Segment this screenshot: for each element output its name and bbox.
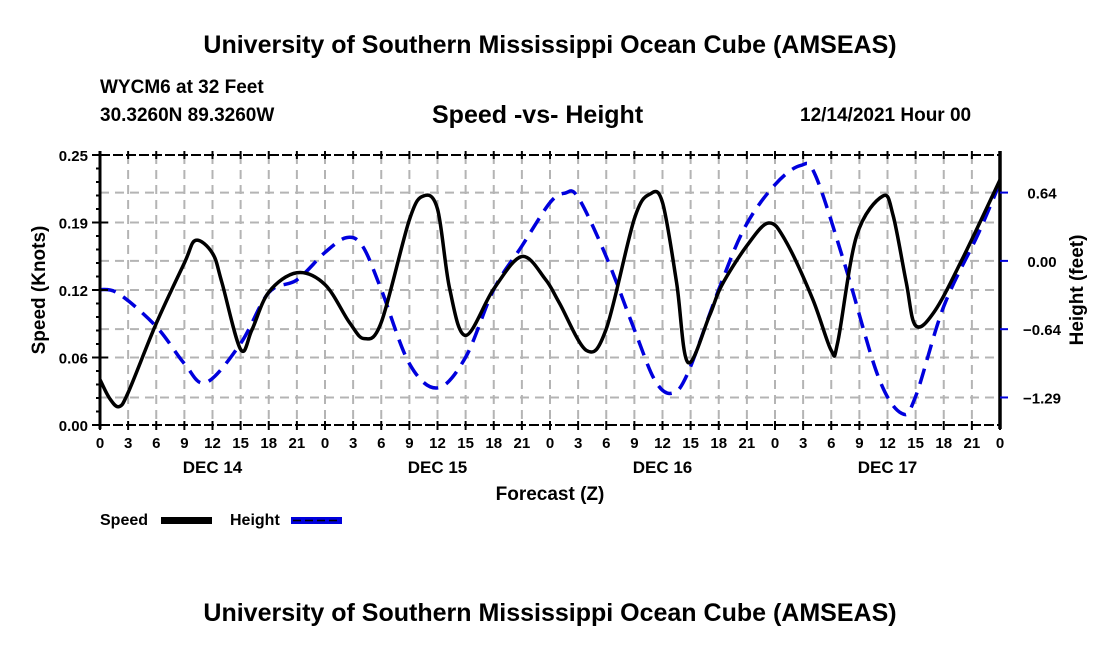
- x-tick-label: 18: [935, 435, 952, 452]
- x-day-label: DEC 15: [408, 458, 468, 477]
- x-tick-label: 12: [204, 435, 221, 452]
- legend-speed-label: Speed: [100, 512, 148, 529]
- x-day-label: DEC 14: [183, 458, 243, 477]
- y-tick-label: 0.19: [59, 216, 88, 233]
- x-tick-label: 15: [907, 435, 924, 452]
- x-tick-label: 6: [152, 435, 160, 452]
- y2-tick-label: 0.00: [1027, 254, 1056, 271]
- legend-speed-swatch: [161, 517, 212, 524]
- y2-tick-label: 0.64: [1027, 186, 1057, 203]
- top-title: University of Southern Mississippi Ocean…: [203, 31, 897, 59]
- axes: [92, 151, 1008, 430]
- x-tick-label: 12: [654, 435, 671, 452]
- series-layer: [98, 161, 1002, 417]
- chart-title: Speed -vs- Height: [432, 101, 644, 129]
- x-tick-label: 6: [827, 435, 835, 452]
- coordinates-label: 30.3260N 89.3260W: [100, 105, 275, 126]
- x-tick-label: 21: [514, 435, 531, 452]
- y-axis-title: Speed (Knots): [29, 226, 50, 355]
- x-tick-label: 12: [879, 435, 896, 452]
- x-tick-label: 18: [710, 435, 727, 452]
- axis-labels: Speed (Knots) Height (feet) Forecast (Z)…: [29, 148, 1088, 505]
- x-tick-label: 9: [180, 435, 188, 452]
- x-axis-title: Forecast (Z): [496, 484, 605, 505]
- x-tick-label: 21: [964, 435, 981, 452]
- x-tick-label: 15: [232, 435, 249, 452]
- x-tick-label: 0: [771, 435, 779, 452]
- x-tick-label: 21: [289, 435, 306, 452]
- grid: [100, 155, 1000, 425]
- y-tick-label: 0.00: [59, 418, 88, 435]
- x-tick-label: 0: [996, 435, 1004, 452]
- y2-tick-label: −1.29: [1023, 390, 1061, 407]
- x-day-label: DEC 16: [633, 458, 693, 477]
- y2-axis-title: Height (feet): [1067, 235, 1088, 346]
- series-line-speed: [98, 179, 1002, 409]
- legend: Speed Height: [100, 512, 342, 529]
- x-tick-label: 0: [546, 435, 554, 452]
- x-tick-label: 12: [429, 435, 446, 452]
- station-label: WYCM6 at 32 Feet: [100, 77, 264, 98]
- x-tick-label: 9: [405, 435, 413, 452]
- x-tick-label: 21: [739, 435, 756, 452]
- x-tick-label: 15: [682, 435, 699, 452]
- legend-height-label: Height: [230, 512, 280, 529]
- y-tick-label: 0.25: [59, 148, 88, 165]
- x-tick-label: 6: [602, 435, 610, 452]
- y2-tick-label: −0.64: [1023, 322, 1062, 339]
- x-tick-label: 0: [321, 435, 329, 452]
- x-tick-label: 9: [630, 435, 638, 452]
- x-day-label: DEC 17: [858, 458, 918, 477]
- x-tick-label: 18: [485, 435, 502, 452]
- y-tick-label: 0.06: [59, 351, 88, 368]
- x-tick-label: 0: [96, 435, 104, 452]
- x-tick-label: 3: [574, 435, 582, 452]
- legend-height-swatch: [291, 517, 342, 524]
- y-tick-label: 0.12: [59, 283, 88, 300]
- x-tick-label: 15: [457, 435, 474, 452]
- bottom-title: University of Southern Mississippi Ocean…: [203, 599, 897, 627]
- x-tick-label: 3: [349, 435, 357, 452]
- x-tick-label: 3: [799, 435, 807, 452]
- x-tick-label: 18: [260, 435, 277, 452]
- forecast-date: 12/14/2021 Hour 00: [800, 105, 972, 126]
- x-tick-label: 3: [124, 435, 132, 452]
- x-tick-label: 9: [855, 435, 863, 452]
- x-tick-label: 6: [377, 435, 385, 452]
